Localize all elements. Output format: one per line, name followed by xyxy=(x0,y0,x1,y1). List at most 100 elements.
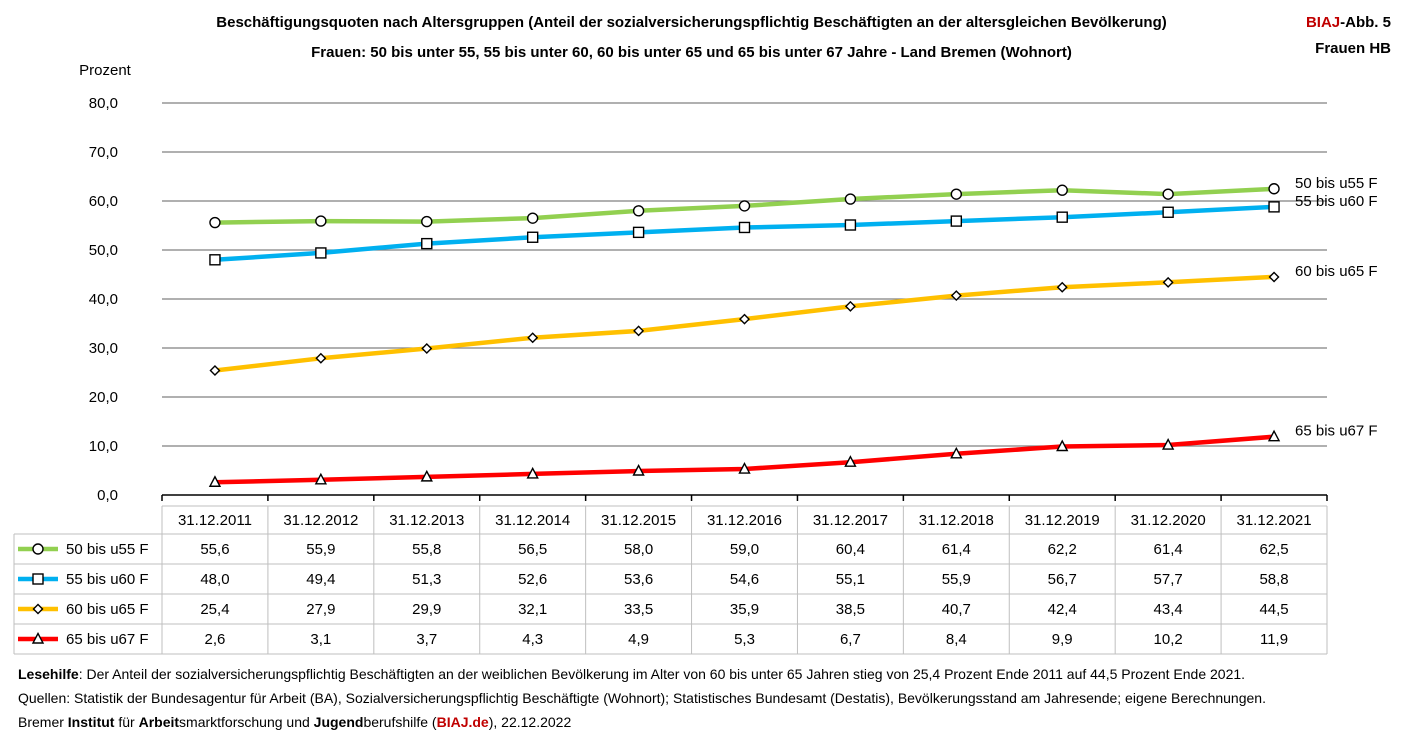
data-point xyxy=(527,332,539,344)
data-point xyxy=(1268,271,1280,283)
y-tick-label: 30,0 xyxy=(89,340,118,357)
table-cell: 44,5 xyxy=(1259,601,1288,618)
table-cell: 55,1 xyxy=(836,571,865,588)
data-point xyxy=(1056,211,1068,223)
org-part: Institut xyxy=(67,714,115,730)
table-cell: 8,4 xyxy=(946,631,967,648)
data-point xyxy=(632,205,645,217)
table-cell: 25,4 xyxy=(200,601,229,618)
table-cell: 33,5 xyxy=(624,601,653,618)
data-point xyxy=(1056,184,1068,196)
table-cell: 55,6 xyxy=(200,541,229,558)
table-cell: 42,4 xyxy=(1048,601,1077,618)
line-chart: Prozent 0,0 10,0 20,0 30,0 40,0 50,0 60,0 70,0 80… xyxy=(13,62,1378,655)
data-point xyxy=(209,254,221,266)
publisher-note: Bremer Institut für Arbeitsmarktforschun… xyxy=(18,714,571,730)
data-point xyxy=(208,475,222,487)
y-tick-label: 10,0 xyxy=(89,438,118,455)
table-cell: 53,6 xyxy=(624,571,653,588)
data-point xyxy=(633,325,645,337)
table-cell: 43,4 xyxy=(1154,601,1183,618)
data-point xyxy=(632,463,645,476)
reading-help-label: Lesehilfe xyxy=(18,666,79,682)
series-end-label: 50 bis u55 F xyxy=(1295,175,1378,192)
data-point xyxy=(1056,281,1068,293)
table-cell: 27,9 xyxy=(306,601,335,618)
data-point xyxy=(209,216,221,229)
data-point xyxy=(1162,206,1174,218)
table-cell: 61,4 xyxy=(942,541,971,558)
data-point xyxy=(315,215,327,227)
y-tick-label: 20,0 xyxy=(89,389,118,406)
data-point xyxy=(421,215,433,228)
data-point xyxy=(950,188,963,200)
table-cell: 4,3 xyxy=(522,631,543,648)
figure-number: -Abb. 5 xyxy=(1340,14,1391,31)
x-tick-label: 31.12.2020 xyxy=(1131,512,1206,529)
table-cell: 49,4 xyxy=(306,571,335,588)
data-point xyxy=(1056,439,1069,452)
legend-label: 60 bis u65 F xyxy=(66,601,149,618)
legend-label: 65 bis u67 F xyxy=(66,631,149,648)
table-cell: 3,7 xyxy=(416,631,437,648)
series-end-label: 55 bis u60 F xyxy=(1295,193,1378,210)
data-point xyxy=(209,365,221,377)
legend-label: 50 bis u55 F xyxy=(66,541,149,558)
data-point xyxy=(420,469,433,482)
series-line xyxy=(212,204,1277,263)
series-end-label: 65 bis u67 F xyxy=(1295,423,1378,440)
data-point xyxy=(738,221,751,234)
table-cell: 29,9 xyxy=(412,601,441,618)
chart-title: Beschäftigungsquoten nach Altersgruppen … xyxy=(216,14,1167,31)
table-cell: 52,6 xyxy=(518,571,547,588)
table-cell: 6,7 xyxy=(840,631,861,648)
table-cell: 3,1 xyxy=(310,631,331,648)
table-cell: 32,1 xyxy=(518,601,547,618)
series-line xyxy=(212,434,1277,485)
table-cell: 55,9 xyxy=(306,541,335,558)
table-cell: 48,0 xyxy=(200,571,229,588)
data-point xyxy=(632,226,645,239)
reading-help: Lesehilfe: Der Anteil der sozialversiche… xyxy=(18,666,1245,682)
table-cell: 62,5 xyxy=(1259,541,1288,558)
y-tick-label: 50,0 xyxy=(89,242,118,259)
data-point xyxy=(844,300,856,312)
data-point xyxy=(526,212,539,224)
table-cell: 11,9 xyxy=(1260,631,1288,648)
data-point xyxy=(1162,276,1174,288)
table-cell: 4,9 xyxy=(628,631,649,648)
legend-label: 55 bis u60 F xyxy=(66,571,149,588)
biaj-link[interactable]: BIAJ.de xyxy=(436,714,489,730)
data-point xyxy=(844,193,857,205)
chart-subtitle: Frauen: 50 bis unter 55, 55 bis unter 60… xyxy=(311,44,1072,61)
data-point xyxy=(314,472,328,485)
y-tick-label: 40,0 xyxy=(89,291,118,308)
data-point xyxy=(526,231,539,243)
org-part: für xyxy=(114,714,139,730)
brand-label: BIAJ xyxy=(1305,14,1341,31)
legend-marker xyxy=(32,543,44,555)
series-end-label: 60 bis u65 F xyxy=(1295,263,1378,280)
table-cell: 10,2 xyxy=(1154,631,1183,648)
data-point xyxy=(844,455,857,467)
table-cell: 51,3 xyxy=(412,571,441,588)
x-tick-label: 31.12.2014 xyxy=(495,512,570,529)
table-cell: 56,5 xyxy=(518,541,547,558)
data-point xyxy=(1161,438,1175,450)
y-tick-label: 70,0 xyxy=(89,144,118,161)
figure-subtitle: Frauen HB xyxy=(1315,40,1391,57)
table-cell: 54,6 xyxy=(730,571,759,588)
table-cell: 5,3 xyxy=(734,631,755,648)
org-part: smarktforschung und xyxy=(179,714,314,730)
table-cell: 9,9 xyxy=(1052,631,1073,648)
x-tick-label: 31.12.2018 xyxy=(919,512,994,529)
data-point xyxy=(1267,429,1281,442)
table-cell: 2,6 xyxy=(205,631,226,648)
table-cell: 60,4 xyxy=(836,541,865,558)
table-cell: 40,7 xyxy=(942,601,971,618)
data-point xyxy=(738,200,751,212)
figure-badge: BIAJ-Abb. 5 xyxy=(1306,14,1391,31)
legend-marker xyxy=(32,573,44,585)
legend-marker xyxy=(31,631,45,644)
table-cell: 58,0 xyxy=(624,541,653,558)
